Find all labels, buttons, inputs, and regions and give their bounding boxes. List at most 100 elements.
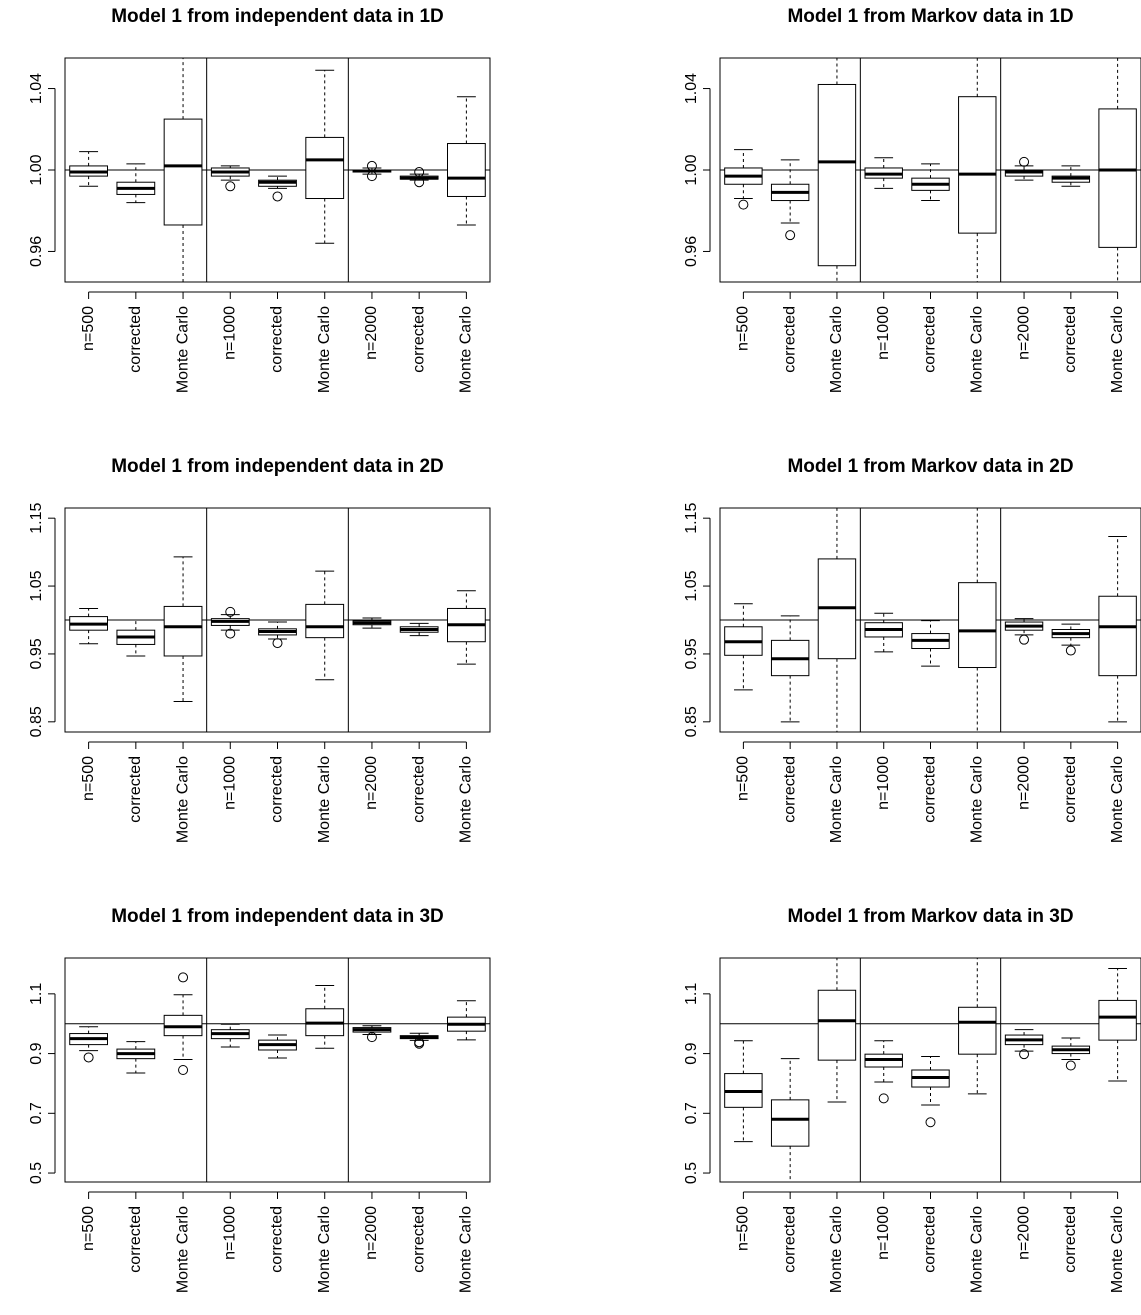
box-7 [1004, 1029, 1044, 1060]
chart-title: Model 1 from independent data in 1D [111, 6, 444, 27]
box-1 [69, 151, 108, 187]
outlier-point [1065, 1060, 1076, 1071]
x-tick-label: corrected [410, 1206, 427, 1273]
x-tick-label: corrected [1062, 306, 1079, 373]
box-2 [116, 1041, 156, 1074]
x-tick-label: n=500 [735, 756, 752, 801]
outlier-point [366, 171, 377, 182]
box-5 [911, 163, 950, 202]
outlier-point [925, 1117, 936, 1128]
box-9 [447, 1000, 486, 1041]
box-6 [958, 58, 997, 282]
x-tick-label: n=1000 [875, 306, 892, 360]
outlier-point [225, 181, 236, 192]
box-4 [210, 1023, 250, 1048]
x-tick-label: n=2000 [1015, 306, 1032, 360]
chart-title: Model 1 from independent data in 2D [111, 456, 444, 477]
x-tick-label: Monte Carlo [828, 1206, 845, 1293]
box-9 [447, 590, 486, 665]
box-4 [210, 165, 250, 192]
boxes [69, 972, 486, 1075]
y-tick-label: 1.15 [28, 503, 45, 534]
plot-frame [64, 957, 491, 1183]
box-3 [163, 58, 203, 282]
x-tick-label: Monte Carlo [1109, 1206, 1126, 1293]
boxes [69, 58, 486, 282]
box-3 [163, 972, 203, 1075]
box-6 [305, 69, 345, 244]
boxes [69, 556, 486, 702]
y-tick-label: 0.85 [683, 706, 700, 737]
box-5 [911, 1056, 950, 1128]
box-4 [864, 157, 903, 189]
x-tick-label: n=2000 [363, 756, 380, 810]
box-8 [1051, 1037, 1091, 1071]
x-tick-label: Monte Carlo [174, 1206, 191, 1293]
box-iqr [817, 989, 857, 1061]
box-1 [69, 607, 108, 645]
box-7 [352, 1025, 392, 1043]
boxes [724, 58, 1137, 282]
box-7 [352, 617, 392, 629]
box-2 [770, 615, 810, 723]
box-8 [399, 167, 439, 188]
box-6 [958, 508, 997, 732]
x-tick-label: Monte Carlo [458, 306, 475, 393]
chart-title: Model 1 from Markov data in 2D [787, 456, 1073, 477]
box-iqr [163, 118, 203, 226]
box-8 [399, 1032, 439, 1049]
y-tick-label: 1.04 [683, 73, 700, 104]
outlier-point [738, 199, 749, 210]
box-3 [163, 556, 203, 702]
y-tick-label: 0.96 [28, 236, 45, 267]
chart-panel-6: Model 1 from Markov data in 3D 0.5 0.7 0.9 1… [683, 906, 1141, 1293]
x-tick-label: Monte Carlo [316, 306, 333, 393]
box-6 [305, 984, 345, 1049]
box-4 [210, 606, 250, 639]
x-tick-label: corrected [269, 306, 286, 373]
box-8 [1051, 165, 1091, 187]
box-7 [1004, 156, 1044, 181]
outlier-point [83, 1052, 94, 1063]
y-tick-label: 1.1 [28, 983, 45, 1005]
y-tick-label: 0.9 [683, 1042, 700, 1064]
box-iqr [1098, 595, 1137, 677]
x-tick-label: Monte Carlo [174, 756, 191, 843]
plot-frame [719, 957, 1141, 1183]
y-tick-label: 0.85 [28, 706, 45, 737]
outlier-point [1065, 645, 1076, 656]
box-9 [1098, 967, 1137, 1082]
box-iqr [305, 136, 345, 200]
box-iqr [770, 1099, 810, 1147]
outlier-point [366, 1032, 377, 1043]
outlier-point [1019, 1049, 1030, 1060]
y-tick-label: 0.5 [28, 1162, 45, 1184]
chart-panel-2: Model 1 from Markov data in 1D 0.96 1.00 1.… [683, 6, 1141, 393]
boxes [724, 958, 1137, 1182]
x-tick-label: n=1000 [221, 756, 238, 810]
x-tick-label: corrected [410, 306, 427, 373]
outlier-point [414, 167, 425, 178]
x-tick-label: Monte Carlo [828, 306, 845, 393]
x-tick-label: corrected [127, 306, 144, 373]
x-tick-label: Monte Carlo [968, 756, 985, 843]
chart-panel-5: Model 1 from independent data in 3D 0.5 0.… [28, 906, 491, 1293]
box-6 [305, 570, 345, 681]
box-1 [724, 603, 763, 691]
x-tick-label: Monte Carlo [828, 756, 845, 843]
box-3 [817, 508, 857, 732]
y-tick-label: 1.00 [28, 154, 45, 185]
box-7 [1004, 618, 1044, 645]
x-tick-label: corrected [1062, 756, 1079, 823]
y-tick-label: 1.00 [683, 154, 700, 185]
box-1 [724, 1040, 763, 1143]
x-tick-label: n=2000 [363, 306, 380, 360]
x-tick-label: n=500 [735, 1206, 752, 1251]
box-7 [352, 160, 392, 182]
box-8 [1051, 623, 1091, 656]
box-2 [770, 1058, 810, 1182]
y-tick-label: 0.7 [683, 1102, 700, 1124]
x-tick-label: n=2000 [1015, 756, 1032, 810]
y-tick-label: 0.7 [28, 1102, 45, 1124]
